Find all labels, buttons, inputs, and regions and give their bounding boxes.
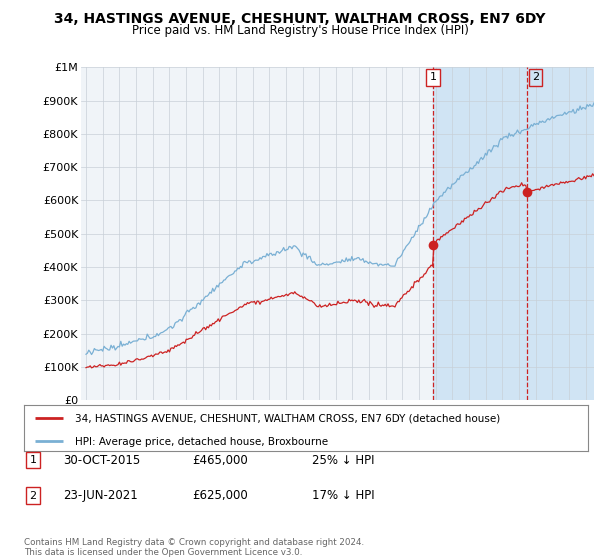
Text: 30-OCT-2015: 30-OCT-2015	[63, 454, 140, 467]
Text: 2: 2	[29, 491, 37, 501]
Text: 2: 2	[532, 72, 539, 82]
Text: 34, HASTINGS AVENUE, CHESHUNT, WALTHAM CROSS, EN7 6DY: 34, HASTINGS AVENUE, CHESHUNT, WALTHAM C…	[54, 12, 546, 26]
Text: 1: 1	[29, 455, 37, 465]
Text: 25% ↓ HPI: 25% ↓ HPI	[312, 454, 374, 467]
Text: 1: 1	[430, 72, 436, 82]
Text: £625,000: £625,000	[192, 489, 248, 502]
Text: 17% ↓ HPI: 17% ↓ HPI	[312, 489, 374, 502]
Text: HPI: Average price, detached house, Broxbourne: HPI: Average price, detached house, Brox…	[75, 437, 328, 447]
Bar	[527, 67, 594, 400]
Text: 23-JUN-2021: 23-JUN-2021	[63, 489, 138, 502]
Text: 34, HASTINGS AVENUE, CHESHUNT, WALTHAM CROSS, EN7 6DY (detached house): 34, HASTINGS AVENUE, CHESHUNT, WALTHAM C…	[75, 414, 500, 424]
Text: Price paid vs. HM Land Registry's House Price Index (HPI): Price paid vs. HM Land Registry's House …	[131, 24, 469, 36]
Text: Contains HM Land Registry data © Crown copyright and database right 2024.
This d: Contains HM Land Registry data © Crown c…	[24, 538, 364, 557]
Text: £465,000: £465,000	[192, 454, 248, 467]
Bar	[433, 67, 527, 400]
